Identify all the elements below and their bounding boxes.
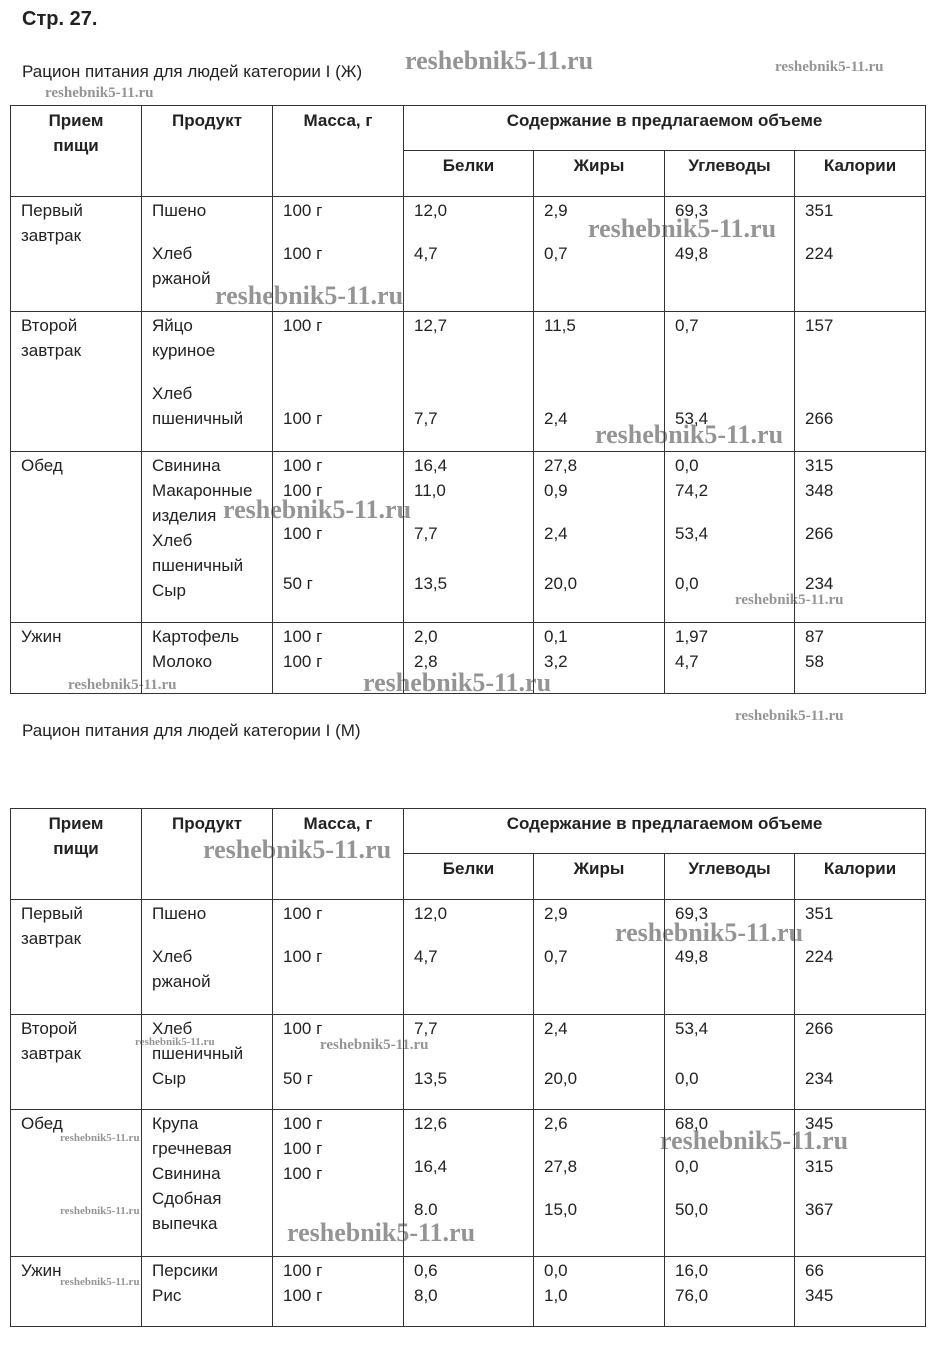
header-meal: Прием пищи [10,105,142,197]
watermark: reshebnik5-11.ru [45,85,154,101]
header-calories: Калории [793,150,927,197]
header-meal: Прием пищи [10,808,142,900]
ration-table-women: Прием пищи Продукт Масса, г Содержание в… [10,105,927,694]
header-proteins: Белки [403,150,534,197]
table-row: Ужин Картофель Молоко 100 г 100 г 2,0 2,8 0… [10,622,927,694]
header-proteins: Белки [403,853,534,900]
header-fats: Жиры [533,853,665,900]
table-row: Обед Свинина Макаронные изделия Хлеб пшеничн… [10,451,927,623]
watermark: reshebnik5-11.ru [775,59,884,75]
header-product: Продукт [141,808,273,900]
watermark: reshebnik5-11.ru [735,708,844,724]
header-mass: Масса, г [272,105,404,197]
header-content: Содержание в предлагаемом объеме [402,808,927,854]
header-fats: Жиры [533,150,665,197]
page-number: Стр. 27. [22,8,98,30]
header-carbs: Углеводы [664,150,795,197]
table-row: Второй завтрак Яйцо куриное Хлеб пшеничный 1… [10,311,927,452]
table-row: Второй завтрак Хлеб пшеничный Сыр 100 г 50 г… [10,1014,927,1110]
table-row: Обед Крупа гречневая Свинина Сдобная выпечка… [10,1109,927,1257]
header-product: Продукт [141,105,273,197]
table-caption-women: Рацион питания для людей категории I (Ж) [22,62,363,81]
table-caption-men: Рацион питания для людей категории I (М) [22,721,361,740]
header-content: Содержание в предлагаемом объеме [402,105,927,151]
ration-table-men: Прием пищи Продукт Масса, г Содержание в… [10,808,927,1327]
header-carbs: Углеводы [664,853,795,900]
table-row: Первый завтрак Пшено Хлеб ржаной 100 г 100 г… [10,196,927,312]
table-row: Первый завтрак Пшено Хлеб ржаной 100 г 100 г… [10,899,927,1015]
header-mass: Масса, г [272,808,404,900]
watermark: reshebnik5-11.ru [405,46,594,75]
table-row: Ужин Персики Рис 100 г 100 г 0,6 8,0 0,0 1,0… [10,1256,927,1327]
header-calories: Калории [793,853,927,900]
